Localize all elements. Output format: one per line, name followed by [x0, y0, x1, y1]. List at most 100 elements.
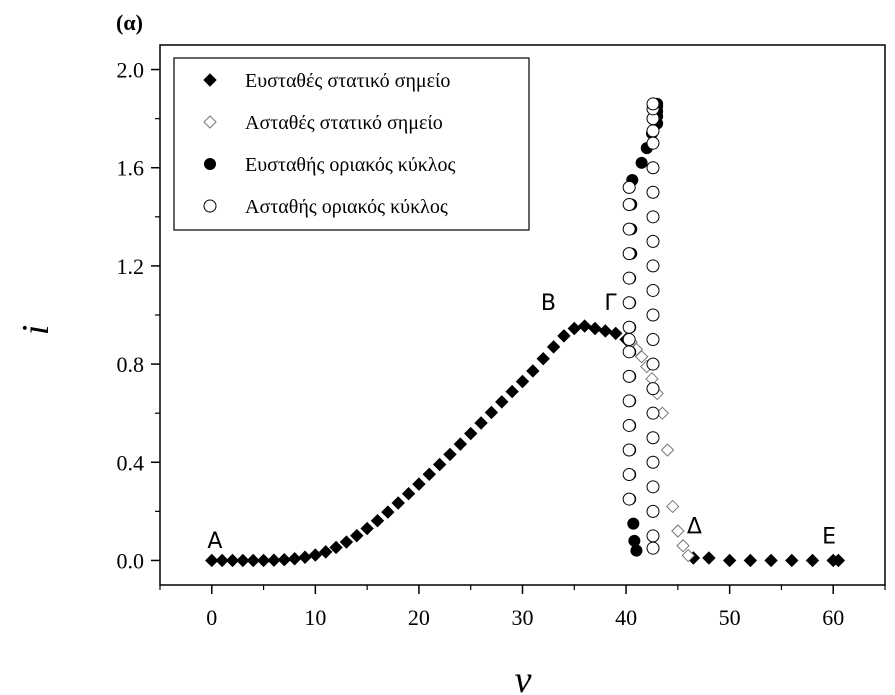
stable-fixed-point-marker: [557, 329, 571, 343]
stable-limit-cycle-marker: [627, 517, 640, 530]
stable-limit-cycle-marker: [630, 544, 643, 557]
unstable-limit-cycle-marker: [622, 247, 636, 261]
x-tick-label: 40: [615, 605, 637, 630]
panel-label: (α): [116, 10, 143, 35]
unstable-limit-cycle-marker: [646, 308, 660, 322]
unstable-limit-cycle-marker: [646, 124, 660, 138]
stable-fixed-point-marker: [215, 553, 229, 568]
unstable-limit-cycle-marker: [646, 161, 660, 175]
stable-fixed-point-marker: [298, 550, 312, 564]
unstable-limit-cycle-marker: [646, 210, 660, 224]
stable-fixed-point-marker: [609, 326, 623, 341]
stable-fixed-point-marker: [308, 548, 323, 562]
unstable-limit-cycle-marker: [622, 345, 636, 359]
stable-fixed-point-marker: [391, 496, 405, 510]
point-annotation: A: [207, 529, 222, 554]
stable-fixed-point-marker: [567, 321, 581, 336]
stable-fixed-point-marker: [722, 553, 737, 568]
stable-fixed-point-marker: [412, 477, 426, 491]
unstable-limit-cycle-marker: [646, 259, 660, 273]
stable-fixed-point-marker: [536, 351, 550, 366]
series-stable-fixed-point: [205, 319, 846, 568]
stable-fixed-point-marker: [287, 552, 302, 566]
legend-label: Ασταθές στατικό σημείο: [245, 112, 443, 134]
stable-limit-cycle-marker: [628, 534, 641, 547]
legend: Ευσταθές στατικό σημείο Ασταθές στατικό σ…: [173, 57, 530, 231]
unstable-limit-cycle-marker: [622, 443, 636, 457]
unstable-limit-cycle-marker: [646, 333, 660, 347]
unstable-limit-cycle-marker: [646, 357, 660, 371]
stable-fixed-point-marker: [785, 553, 799, 568]
stable-fixed-point-marker: [422, 467, 436, 482]
x-tick-label: 20: [408, 605, 430, 630]
point-annotation: Δ: [687, 514, 702, 539]
stable-fixed-point-marker: [329, 540, 343, 555]
unstable-fixed-point-marker: [665, 499, 680, 514]
stable-fixed-point-marker: [432, 457, 447, 472]
stable-fixed-point-marker: [831, 553, 846, 568]
unstable-limit-cycle-marker: [646, 234, 660, 248]
unstable-fixed-point-marker: [676, 539, 690, 553]
legend-unstable-fixed-point-marker: [203, 115, 217, 129]
unstable-limit-cycle-marker: [646, 480, 660, 494]
stable-fixed-point-marker: [515, 374, 530, 389]
stable-fixed-point-marker: [236, 553, 250, 568]
unstable-limit-cycle-marker: [622, 333, 636, 347]
x-tick-label: 10: [304, 605, 326, 630]
stable-fixed-point-marker: [598, 324, 613, 338]
stable-fixed-point-marker: [484, 405, 499, 420]
unstable-limit-cycle-marker: [622, 180, 636, 194]
stable-fixed-point-marker: [495, 395, 509, 409]
y-tick-label: 0.4: [117, 450, 145, 475]
stable-fixed-point-marker: [225, 553, 240, 568]
x-tick-label: 60: [822, 605, 844, 630]
stable-fixed-point-marker: [805, 553, 820, 568]
x-tick-label: 30: [512, 605, 534, 630]
stable-fixed-point-marker: [453, 437, 468, 451]
stable-fixed-point-marker: [246, 553, 260, 568]
unstable-fixed-point-marker: [681, 548, 695, 563]
stable-limit-cycle-marker: [635, 156, 648, 169]
unstable-limit-cycle-marker: [622, 369, 636, 383]
stable-fixed-point-marker: [350, 528, 364, 543]
unstable-fixed-point-marker: [660, 443, 675, 457]
unstable-limit-cycle-marker: [622, 418, 636, 432]
unstable-limit-cycle-marker: [646, 382, 660, 396]
unstable-limit-cycle-marker: [646, 406, 660, 420]
unstable-fixed-point-marker: [634, 350, 649, 364]
y-tick-label: 2.0: [117, 58, 145, 83]
unstable-limit-cycle-marker: [622, 468, 636, 482]
stable-fixed-point-marker: [370, 513, 385, 528]
stable-fixed-point-marker: [474, 416, 488, 430]
unstable-limit-cycle-marker: [622, 198, 636, 212]
unstable-limit-cycle-marker: [646, 136, 660, 150]
stable-fixed-point-marker: [505, 384, 519, 399]
stable-fixed-point-marker: [277, 553, 291, 567]
stable-fixed-point-marker: [267, 553, 281, 567]
unstable-limit-cycle-marker: [646, 529, 660, 543]
x-tick-label: 0: [206, 605, 217, 630]
unstable-limit-cycle-marker: [646, 97, 660, 111]
unstable-limit-cycle-marker: [646, 455, 660, 469]
stable-fixed-point-marker: [577, 319, 592, 333]
y-tick-label: 0.8: [117, 352, 145, 377]
stable-fixed-point-marker: [401, 486, 416, 501]
legend-box: [173, 57, 530, 231]
point-annotation: Γ: [604, 291, 617, 316]
stable-fixed-point-marker: [702, 551, 716, 565]
legend-label: Ευσταθές στατικό σημείο: [245, 70, 450, 92]
stable-fixed-point-marker: [360, 521, 374, 536]
x-axis: 0 10 20 30 40 50 60: [159, 585, 886, 630]
x-tick-label: 50: [719, 605, 741, 630]
y-tick-label: 1.2: [117, 254, 145, 279]
stable-fixed-point-marker: [205, 553, 219, 568]
legend-unstable-limit-cycle-marker: [203, 199, 217, 213]
stable-fixed-point-marker: [464, 426, 478, 441]
unstable-limit-cycle-marker: [622, 320, 636, 334]
legend-stable-fixed-point-marker: [203, 73, 217, 87]
x-axis-title: v: [515, 659, 532, 695]
stable-fixed-point-marker: [339, 535, 354, 549]
unstable-limit-cycle-marker: [646, 185, 660, 199]
unstable-limit-cycle-marker: [646, 541, 660, 555]
